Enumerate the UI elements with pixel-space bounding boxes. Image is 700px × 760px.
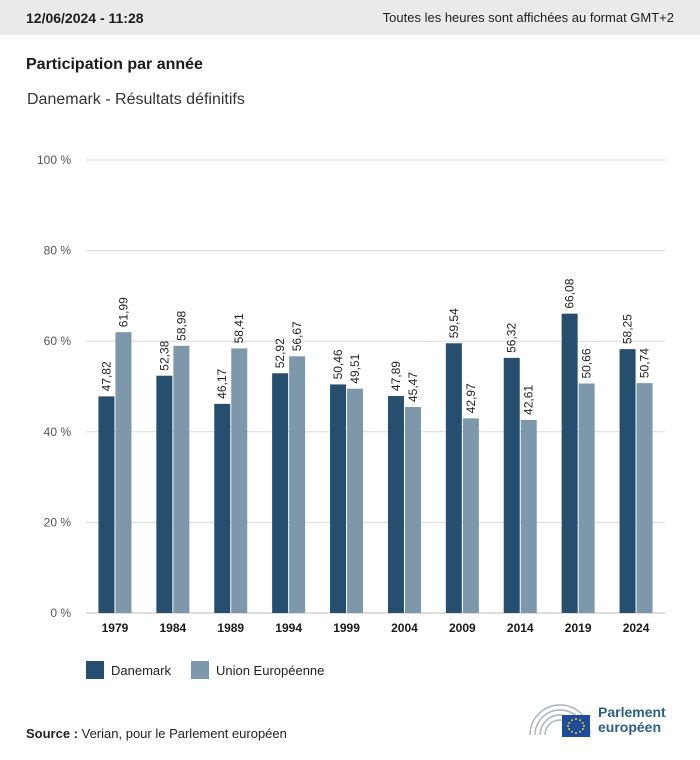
logo-text: Parlement européen [598,705,666,735]
y-tick-label: 20 % [44,515,72,529]
bar [619,349,636,613]
x-tick-label: 1979 [102,621,129,635]
data-label: 52,38 [157,340,171,370]
bar [272,373,289,613]
parliament-hemicycle-icon [529,704,591,737]
data-label: 47,82 [99,361,113,391]
bar [404,407,421,613]
bar [231,348,248,613]
data-label: 56,67 [290,321,304,351]
bar [561,313,578,613]
timezone-note: Toutes les heures sont affichées au form… [382,10,674,25]
bar [636,383,653,613]
x-tick-label: 1989 [217,621,244,635]
data-label: 42,97 [464,383,478,413]
data-label: 50,46 [331,349,345,379]
parliament-logo[interactable]: Parlement européen [528,701,666,739]
data-label: 49,51 [348,353,362,383]
data-label: 47,89 [389,361,403,391]
legend-label-ue: Union Européenne [215,662,325,678]
bar [214,403,231,613]
data-label: 56,32 [505,323,519,353]
date-time: 12/06/2024 - 11:28 [26,9,144,26]
legend: Danemark Union Européenne [86,661,344,679]
logo-text-line1: Parlement [598,704,666,720]
x-tick-label: 2024 [623,621,650,635]
bar [520,419,537,613]
logo-text-line2: européen [598,719,662,735]
bar [445,343,462,613]
x-tick-label: 1999 [333,621,360,635]
data-label: 59,54 [447,308,461,338]
source-label: Source : [26,726,79,741]
x-tick-label: 1994 [275,621,302,635]
x-tick-label: 2019 [565,621,592,635]
legend-swatch-ue [190,661,209,679]
legend-label-danemark: Danemark [111,662,171,678]
data-label: 61,99 [116,297,130,327]
bar-chart: 0 % 20 % 40 % 60 % 80 % 100 % 47,82 61,99 1979 52… [37,153,665,635]
data-label: 52,92 [273,338,287,368]
data-label: 50,66 [580,348,594,378]
source-text: Verian, pour le Parlement européen [78,726,287,741]
bar [347,388,364,613]
y-tick-label: 80 % [44,244,72,258]
data-label: 58,41 [232,313,246,343]
bar [387,396,404,613]
bar [156,375,173,613]
x-tick-label: 1984 [159,621,186,635]
legend-swatch-danemark [86,661,104,679]
data-label: 66,08 [563,278,577,308]
chart-title: Participation par année [26,56,203,73]
bar [330,384,347,613]
y-tick-label: 60 % [44,334,72,348]
x-tick-label: 2004 [391,621,418,635]
bar [289,356,306,613]
data-label: 58,98 [174,310,188,340]
x-tick-label: 2009 [449,621,476,635]
legend-item-ue: Union Européenne [190,661,325,679]
data-label: 45,47 [406,372,420,402]
data-label: 42,61 [522,385,536,415]
bar [115,332,132,613]
y-tick-label: 100 % [37,153,71,167]
y-tick-label: 0 % [50,606,71,620]
bar [462,418,479,613]
data-label: 58,25 [621,314,635,344]
source-note: Source : Verian, pour le Parlement europ… [26,726,287,741]
bar [98,396,115,613]
bar [578,383,595,613]
top-bar: 12/06/2024 - 11:28 Toutes les heures son… [0,0,700,35]
y-tick-label: 40 % [44,425,72,439]
chart-subtitle: Danemark - Résultats définitifs [27,91,245,108]
legend-item-danemark: Danemark [86,661,171,679]
bar [173,345,190,613]
data-label: 46,17 [215,368,229,398]
x-tick-label: 2014 [507,621,534,635]
data-label: 50,74 [638,348,652,378]
bar [503,357,520,613]
